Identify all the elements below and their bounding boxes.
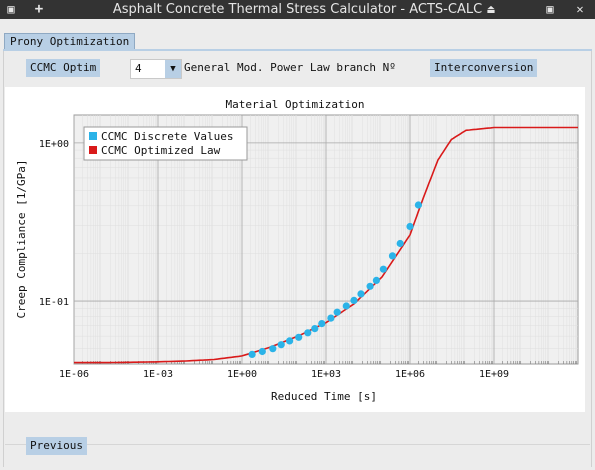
legend-swatch-optimized: [89, 146, 97, 154]
discrete-value-point: [258, 347, 266, 356]
tab-underline: [3, 49, 592, 51]
window-client: Prony Optimization CCMC Optim 4 ▼ Genera…: [0, 19, 595, 470]
y-tick-label: 1E-01: [39, 297, 69, 308]
discrete-value-point: [350, 296, 358, 304]
branch-count-select[interactable]: 4 ▼: [130, 59, 182, 79]
discrete-value-point: [366, 282, 374, 290]
discrete-value-point: [406, 222, 414, 231]
discrete-value-point: [311, 325, 319, 333]
footer-divider: [5, 444, 590, 445]
discrete-value-point: [357, 290, 365, 298]
discrete-value-point: [333, 308, 341, 316]
new-window-icon[interactable]: +: [34, 1, 44, 17]
y-axis-label: Creep Compliance [1/GPa]: [15, 160, 28, 319]
chart-legend: CCMC Discrete Values CCMC Optimized Law: [83, 126, 248, 161]
legend-swatch-discrete: [89, 132, 97, 140]
x-tick-label: 1E-06: [59, 369, 89, 380]
window-title: Asphalt Concrete Thermal Stress Calculat…: [112, 2, 483, 17]
legend-label-optimized: CCMC Optimized Law: [101, 144, 221, 157]
discrete-value-point: [248, 350, 256, 358]
discrete-value-point: [396, 239, 404, 248]
dropdown-arrow-icon[interactable]: ▼: [165, 60, 181, 78]
restore-window-icon[interactable]: ▣: [546, 2, 554, 16]
discrete-value-point: [372, 276, 380, 284]
y-axis-ticks: 1E-01 1E+00: [39, 139, 69, 308]
x-axis-label: Reduced Time [s]: [271, 390, 377, 403]
discrete-values-layer: [248, 201, 422, 358]
chart-title: Material Optimization: [225, 98, 364, 111]
title-bar: ▣ + Asphalt Concrete Thermal Stress Calc…: [0, 0, 595, 19]
window-menu-icon[interactable]: ▣: [7, 2, 15, 16]
discrete-value-point: [342, 302, 350, 310]
discrete-value-point: [414, 201, 422, 209]
discrete-value-point: [318, 320, 326, 328]
x-tick-label: 1E+09: [479, 369, 509, 380]
legend-label-discrete: CCMC Discrete Values: [101, 130, 233, 143]
x-tick-label: 1E+00: [227, 369, 257, 380]
discrete-value-point: [277, 341, 285, 349]
chart-panel: Material Optimization 1E-06 1E-03 1E+00 1E+…: [5, 87, 585, 412]
y-tick-label: 1E+00: [39, 139, 69, 150]
discrete-value-point: [304, 329, 312, 337]
discrete-value-point: [388, 252, 397, 260]
branch-label: General Mod. Power Law branch Nº: [184, 61, 396, 74]
keep-above-icon[interactable]: ⏏: [487, 2, 495, 16]
close-window-icon[interactable]: ✕: [576, 2, 584, 16]
interconversion-button[interactable]: Interconversion: [430, 59, 538, 77]
discrete-value-point: [379, 265, 387, 273]
legend-box: [83, 126, 248, 161]
x-tick-label: 1E+03: [311, 369, 341, 380]
x-tick-label: 1E-03: [143, 369, 173, 380]
branch-count-value: 4: [135, 62, 142, 75]
discrete-value-point: [295, 333, 303, 341]
tab-prony-optimization[interactable]: Prony Optimization: [4, 33, 136, 49]
material-optimization-chart: Material Optimization 1E-06 1E-03 1E+00 1E+…: [15, 98, 579, 403]
x-axis-ticks: 1E-06 1E-03 1E+00 1E+03 1E+06 1E+09: [59, 369, 509, 380]
ccmc-optim-button[interactable]: CCMC Optim: [26, 59, 101, 77]
x-tick-label: 1E+06: [395, 369, 425, 380]
discrete-value-point: [269, 345, 277, 353]
previous-button[interactable]: Previous: [26, 437, 87, 455]
discrete-value-point: [327, 314, 335, 322]
discrete-value-point: [286, 337, 294, 345]
